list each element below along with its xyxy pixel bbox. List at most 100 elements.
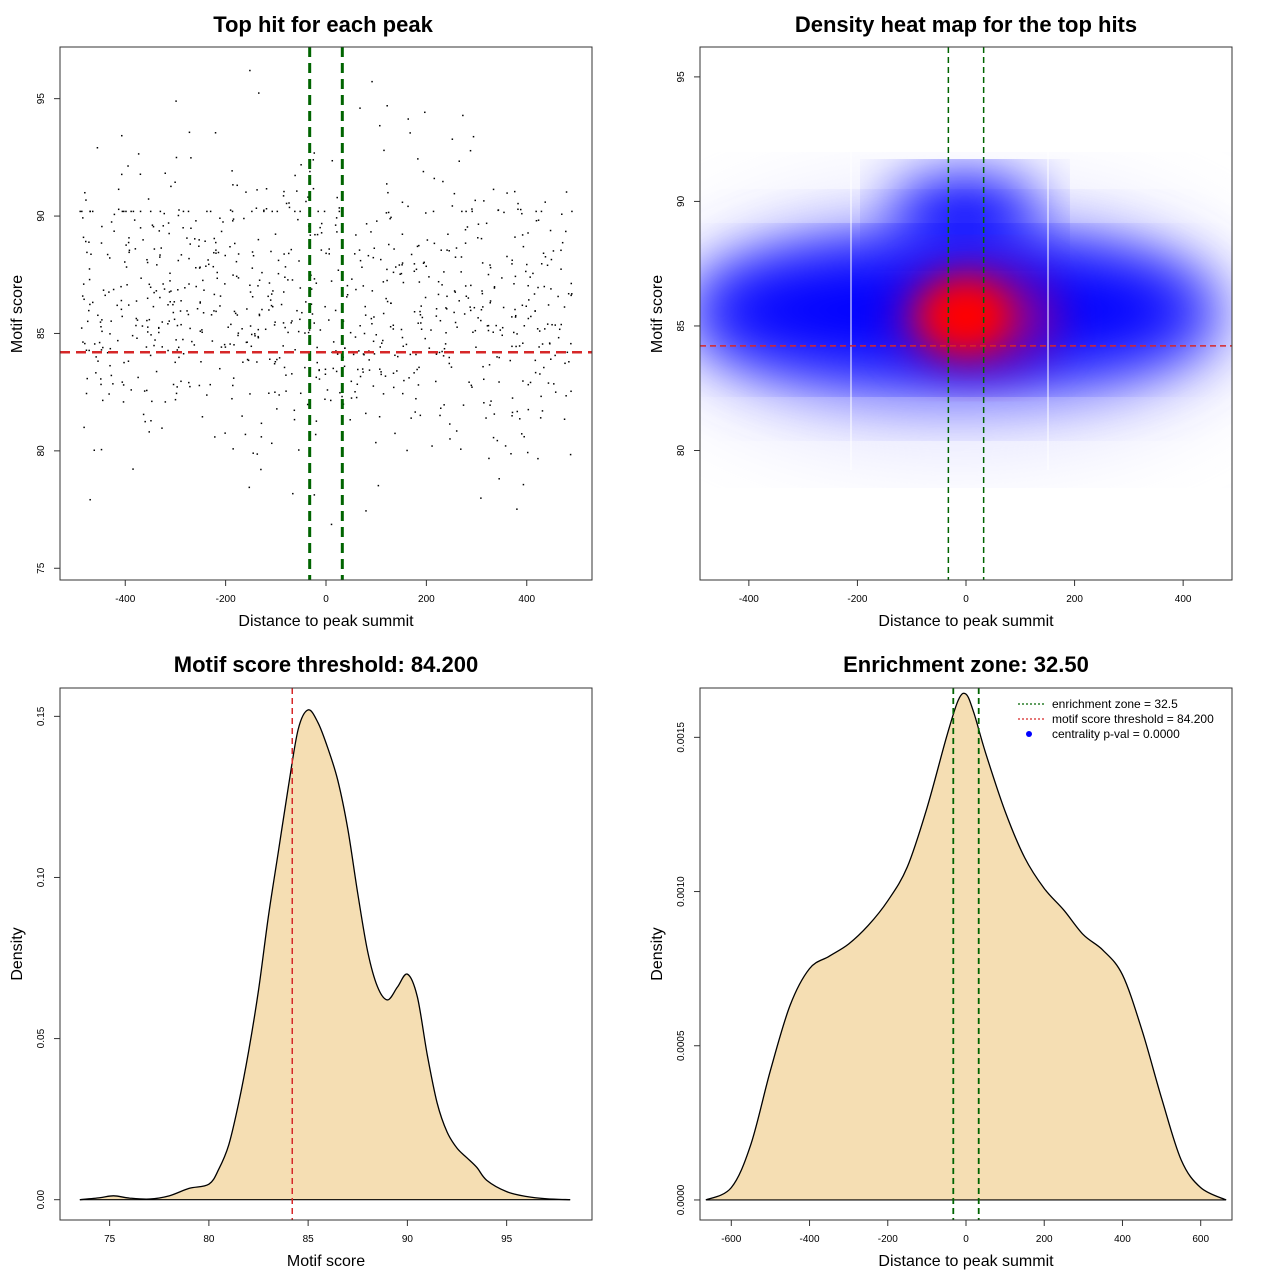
legend-threshold-label: motif score threshold = 84.200 [1052, 712, 1214, 726]
scatter-point [490, 400, 492, 402]
scatter-point [305, 301, 307, 303]
scatter-point [474, 199, 476, 202]
scatter-point [456, 326, 458, 328]
scatter-point [237, 334, 239, 337]
scatter-point [386, 300, 389, 303]
scatter-point [328, 253, 331, 255]
scatter-point [537, 219, 540, 221]
scatter-point [209, 210, 212, 213]
scatter-point [130, 389, 132, 391]
scatter-point [101, 319, 103, 321]
scatter-point [480, 319, 482, 322]
scatter-point [163, 212, 166, 215]
enrichment-density-y-axis-label: Density [649, 927, 666, 980]
scatter-point [378, 415, 381, 418]
scatter-point [386, 279, 388, 282]
scatter-point [140, 277, 142, 279]
scatter-point [497, 209, 499, 212]
scatter-point [453, 311, 455, 314]
scatter-point [481, 290, 483, 292]
scatter-point [561, 213, 563, 215]
scatter-point [130, 210, 132, 213]
scatter-point [162, 283, 164, 285]
scatter-point [554, 391, 557, 393]
motif-density-plot-frame [59, 687, 593, 1221]
scatter-point [317, 210, 319, 213]
scatter-point [380, 371, 382, 373]
scatter-point [280, 303, 283, 306]
scatter-point [435, 315, 438, 317]
scatter-point [337, 269, 340, 271]
scatter-point [201, 331, 203, 334]
motif-density-x-tick-label: 90 [402, 1234, 414, 1245]
scatter-point [158, 331, 160, 334]
scatter-point [169, 272, 171, 275]
scatter-point [570, 282, 573, 285]
scatter-point [167, 323, 169, 325]
enrichment-density-y-tick-label: 0.0005 [676, 1030, 687, 1061]
scatter-point [89, 210, 91, 213]
scatter-point [341, 395, 343, 398]
scatter-point [346, 284, 349, 287]
scatter-point [324, 368, 327, 371]
scatter-point [453, 290, 456, 292]
scatter-point [565, 191, 568, 193]
scatter-point [285, 390, 287, 392]
heatmap-x-tick-label: 200 [1066, 594, 1083, 605]
scatter-point [517, 202, 519, 205]
scatter-point [188, 131, 191, 134]
scatter-point [496, 356, 498, 358]
scatter-point [256, 361, 258, 363]
scatter-point [274, 391, 276, 393]
scatter-point [410, 417, 412, 419]
scatter-point [349, 331, 352, 334]
scatter-point [402, 281, 405, 284]
scatter-point [365, 510, 367, 512]
scatter-point [152, 305, 155, 308]
scatter-point [417, 322, 419, 324]
scatter-point [296, 309, 298, 312]
scatter-point [182, 210, 185, 213]
scatter-y-tick-label: 90 [36, 210, 47, 222]
scatter-point [383, 149, 385, 152]
scatter-point [409, 353, 412, 356]
scatter-point [309, 170, 311, 173]
scatter-point [362, 371, 364, 373]
scatter-point [198, 384, 201, 387]
scatter-point [522, 483, 525, 486]
scatter-point [365, 223, 368, 225]
scatter-point [287, 279, 289, 281]
scatter-point [364, 314, 367, 316]
scatter-point [146, 331, 149, 333]
scatter-x-tick-label: 200 [418, 594, 435, 605]
scatter-point [271, 305, 274, 308]
scatter-point [521, 304, 524, 307]
scatter-point [308, 329, 311, 331]
scatter-x-tick-label: -200 [216, 594, 236, 605]
scatter-point [392, 271, 395, 274]
scatter-y-tick-label: 85 [36, 327, 47, 339]
scatter-point [475, 346, 477, 348]
scatter-point [198, 239, 200, 241]
scatter-point [201, 329, 203, 331]
scatter-point [510, 452, 512, 455]
scatter-point [186, 237, 188, 239]
scatter-point [231, 170, 233, 172]
legend-enrichment-label: enrichment zone = 32.5 [1052, 697, 1178, 711]
scatter-point [514, 275, 517, 278]
scatter-point [506, 192, 508, 194]
scatter-point [100, 383, 102, 386]
scatter-point [455, 430, 458, 432]
scatter-point [82, 341, 84, 343]
scatter-point [324, 373, 327, 376]
scatter-point [84, 342, 86, 345]
scatter-point [515, 345, 517, 348]
scatter-point [219, 367, 221, 370]
scatter-point [513, 331, 515, 334]
scatter-point [123, 210, 125, 213]
scatter-point [425, 265, 427, 268]
scatter-point [155, 370, 158, 373]
scatter-point [355, 288, 357, 291]
scatter-point [489, 264, 491, 266]
